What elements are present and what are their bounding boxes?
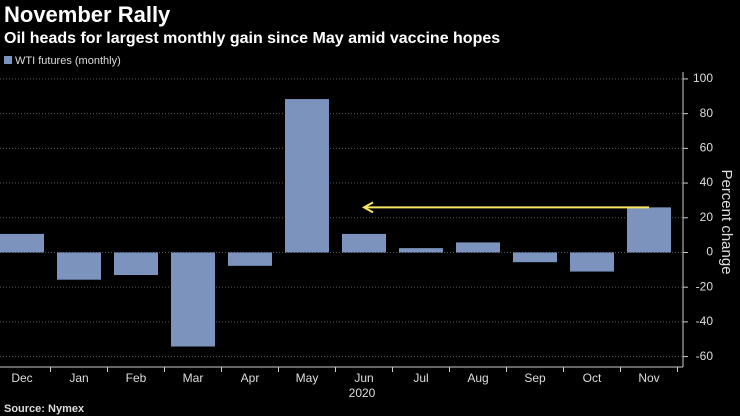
bar — [285, 99, 329, 253]
annotation-arrowhead — [361, 201, 374, 214]
x-tick-label: Feb — [126, 371, 147, 385]
y-tick-label: -20 — [696, 279, 714, 293]
y-tick-label: 20 — [700, 210, 714, 224]
x-tick-label: May — [296, 371, 319, 385]
x-tick-label: Jul — [413, 371, 428, 385]
x-tick-label: Mar — [183, 371, 204, 385]
legend-swatch — [4, 56, 12, 64]
bar — [399, 248, 443, 253]
chart-title: November Rally — [4, 2, 171, 27]
bar — [57, 252, 101, 280]
y-tick-label: 60 — [700, 141, 714, 155]
chart-subtitle: Oil heads for largest monthly gain since… — [4, 30, 500, 47]
legend-label: WTI futures (monthly) — [15, 55, 121, 67]
y-tick-label: 100 — [693, 71, 713, 85]
x-tick-label: Nov — [638, 371, 659, 385]
bar — [114, 252, 158, 276]
y-tick-label: 80 — [700, 106, 714, 120]
x-group-label: 2020 — [349, 386, 376, 400]
bar — [0, 233, 44, 253]
bar — [342, 233, 386, 253]
x-tick-label: Oct — [583, 371, 602, 385]
y-tick-label: 0 — [706, 245, 713, 259]
y-tick-label: -60 — [696, 349, 714, 363]
x-tick-label: Jun — [354, 371, 373, 385]
y-axis-label: Percent change — [718, 169, 735, 274]
x-tick-label: Dec — [11, 371, 32, 385]
x-tick-label: Jan — [69, 371, 88, 385]
x-tick-label: Aug — [467, 371, 488, 385]
y-tick-label: 40 — [700, 175, 714, 189]
x-tick-label: Sep — [524, 371, 546, 385]
bar — [228, 252, 272, 266]
bar — [171, 252, 215, 347]
x-tick-label: Apr — [241, 371, 260, 385]
source: Source: Nymex — [4, 403, 85, 415]
bar — [570, 252, 614, 272]
bar — [513, 252, 557, 263]
y-tick-label: -40 — [696, 314, 714, 328]
bar — [627, 207, 671, 253]
bar — [456, 242, 500, 253]
